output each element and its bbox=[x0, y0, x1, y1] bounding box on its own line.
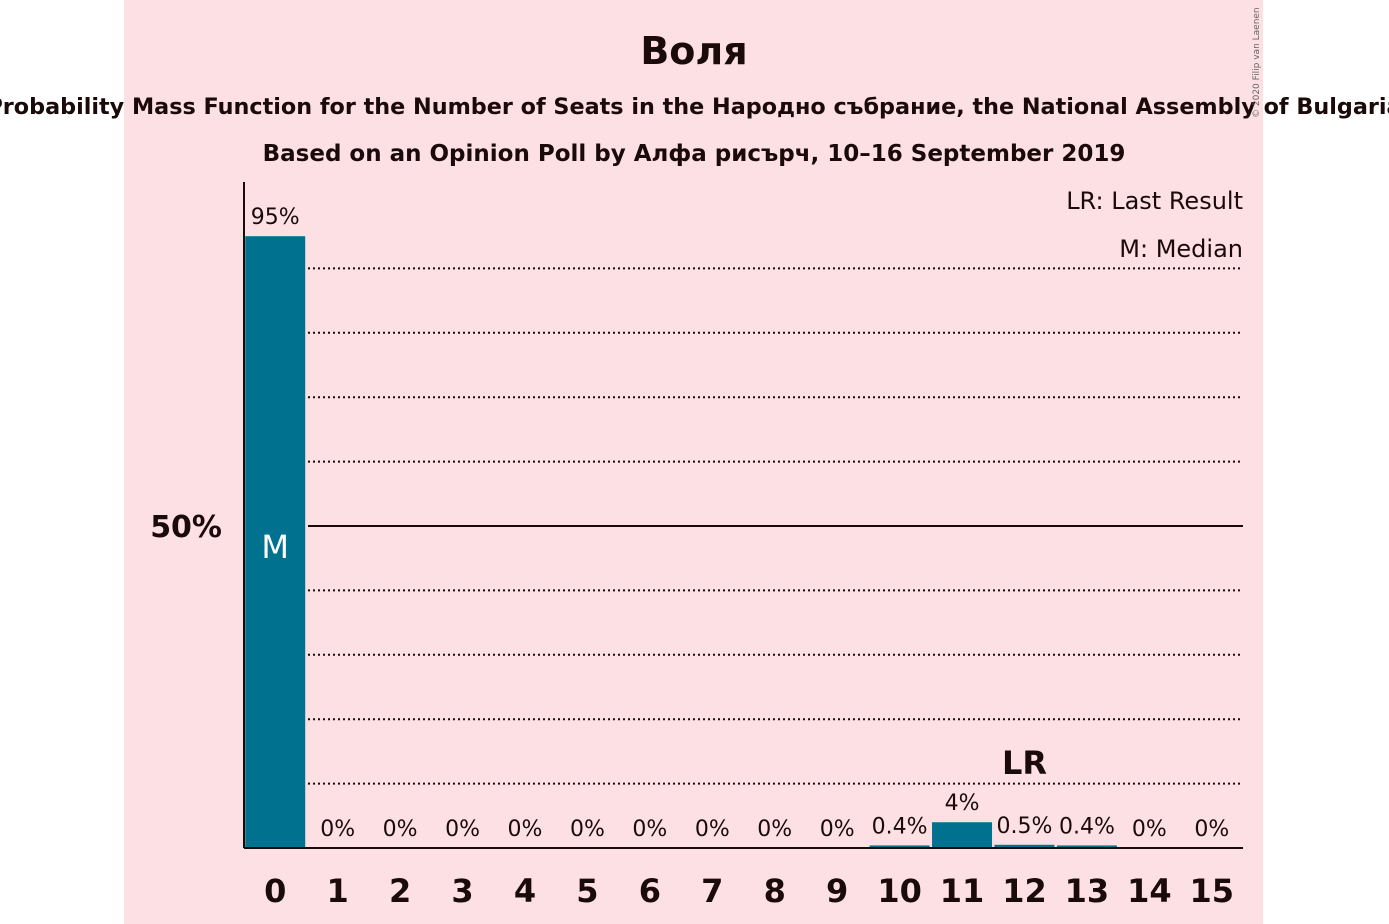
chart-title: Воля bbox=[640, 29, 747, 73]
data-label-0: 95% bbox=[251, 205, 300, 230]
x-tick-label-6: 6 bbox=[639, 872, 661, 910]
bar-12 bbox=[994, 844, 1055, 848]
x-tick-label-12: 12 bbox=[1002, 872, 1047, 910]
last-result-marker: LR bbox=[1002, 744, 1047, 782]
data-label-7: 0% bbox=[695, 817, 730, 842]
data-label-2: 0% bbox=[383, 817, 418, 842]
x-tick-label-13: 13 bbox=[1065, 872, 1110, 910]
y-tick-label-50: 50% bbox=[150, 510, 222, 545]
data-label-8: 0% bbox=[757, 817, 792, 842]
bar-10 bbox=[869, 845, 930, 848]
copyright-text: © 2020 Filip van Laenen bbox=[1252, 7, 1262, 118]
x-tick-label-8: 8 bbox=[764, 872, 786, 910]
median-marker: M bbox=[261, 528, 289, 566]
data-label-12: 0.5% bbox=[997, 814, 1053, 839]
data-label-9: 0% bbox=[820, 817, 855, 842]
x-tick-label-7: 7 bbox=[701, 872, 723, 910]
legend-median: M: Median bbox=[1119, 235, 1243, 263]
bar-13 bbox=[1056, 845, 1117, 848]
x-tick-label-15: 15 bbox=[1190, 872, 1235, 910]
x-tick-label-1: 1 bbox=[327, 872, 349, 910]
x-tick-label-5: 5 bbox=[576, 872, 598, 910]
data-label-14: 0% bbox=[1132, 817, 1167, 842]
x-tick-label-3: 3 bbox=[451, 872, 473, 910]
data-label-5: 0% bbox=[570, 817, 605, 842]
data-label-6: 0% bbox=[632, 817, 667, 842]
bar-0 bbox=[245, 236, 306, 848]
data-label-4: 0% bbox=[508, 817, 543, 842]
x-tick-label-11: 11 bbox=[940, 872, 985, 910]
data-label-3: 0% bbox=[445, 817, 480, 842]
x-tick-label-2: 2 bbox=[389, 872, 411, 910]
data-label-1: 0% bbox=[320, 817, 355, 842]
data-label-15: 0% bbox=[1194, 817, 1229, 842]
x-tick-label-4: 4 bbox=[514, 872, 536, 910]
chart-source-subtitle: Based on an Opinion Poll by Алфа рисърч,… bbox=[263, 141, 1126, 167]
x-tick-label-14: 14 bbox=[1127, 872, 1172, 910]
bar-11 bbox=[932, 822, 993, 848]
chart-subtitle: Probability Mass Function for the Number… bbox=[0, 94, 1389, 120]
data-label-13: 0.4% bbox=[1059, 814, 1115, 839]
x-tick-label-10: 10 bbox=[877, 872, 922, 910]
legend-last-result: LR: Last Result bbox=[1066, 187, 1243, 215]
data-label-11: 4% bbox=[945, 791, 980, 816]
data-label-10: 0.4% bbox=[872, 814, 928, 839]
x-tick-label-0: 0 bbox=[264, 872, 286, 910]
x-tick-label-9: 9 bbox=[826, 872, 848, 910]
plot-area: 95% 0 0% 1 0% 2 0% 3 0% 4 0% 5 0% 6 0% 7 0% 8 0% 9 0.4% 10 4% 1… bbox=[243, 182, 1243, 910]
